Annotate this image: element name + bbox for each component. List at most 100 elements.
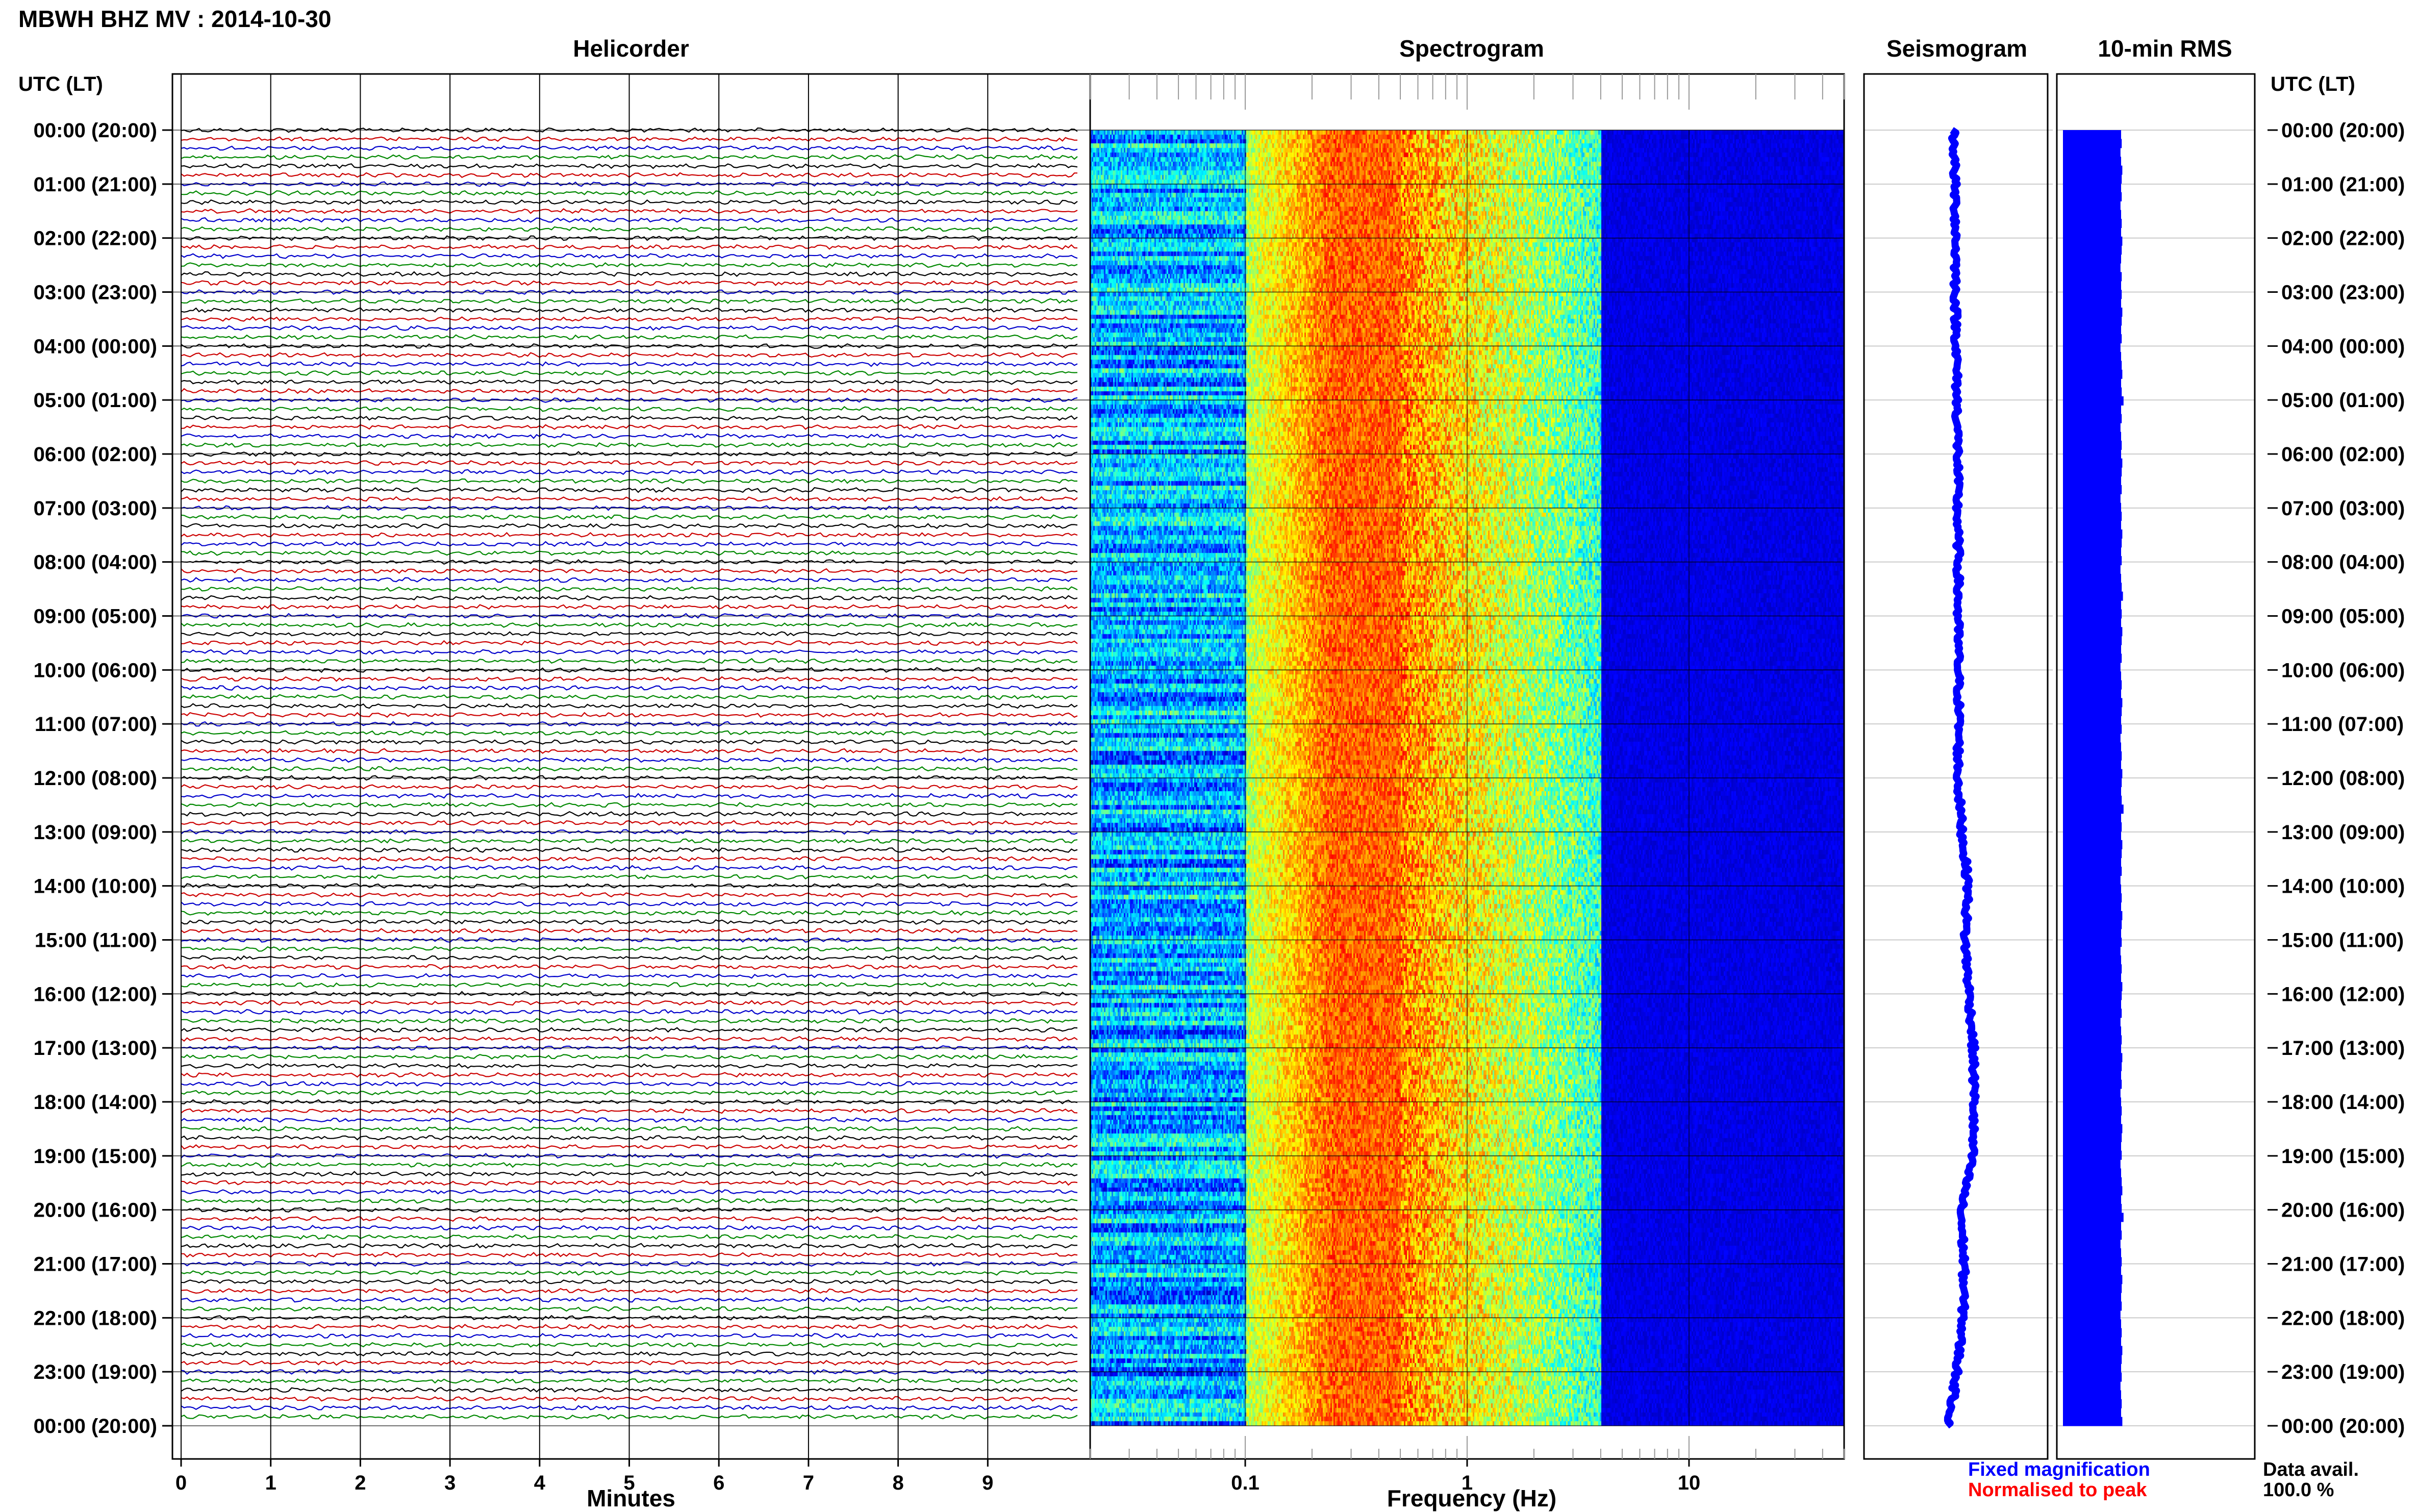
- minute-tick-label: 7: [803, 1472, 814, 1494]
- rms-bar: [2063, 529, 2123, 539]
- rms-bar: [2063, 1213, 2124, 1222]
- rms-bar: [2063, 245, 2122, 255]
- time-label-right: 19:00 (15:00): [2281, 1145, 2405, 1168]
- rms-bar: [2063, 1204, 2122, 1214]
- rms-bar: [2063, 1337, 2121, 1347]
- rms-bar: [2063, 1186, 2123, 1196]
- rms-bar: [2063, 991, 2122, 1000]
- rms-bar: [2063, 636, 2122, 645]
- time-label-right: 20:00 (16:00): [2281, 1199, 2405, 1222]
- time-label-left: 01:00 (21:00): [34, 173, 157, 196]
- rms-bar: [2063, 583, 2122, 592]
- rms-bar: [2063, 698, 2123, 708]
- rms-bar: [2063, 1062, 2122, 1071]
- time-label-left: 00:00 (20:00): [34, 119, 157, 142]
- rms-bar: [2063, 1364, 2121, 1373]
- rms-bar: [2063, 228, 2121, 237]
- rms-bar: [2063, 662, 2121, 672]
- rms-bar: [2063, 1257, 2122, 1267]
- rms-bar: [2063, 343, 2121, 352]
- time-label-left: 18:00 (14:00): [34, 1091, 157, 1114]
- time-label-left: 14:00 (10:00): [34, 875, 157, 898]
- time-label-right: 08:00 (04:00): [2281, 551, 2405, 574]
- rms-bar: [2063, 1417, 2123, 1426]
- rms-bar: [2063, 1035, 2122, 1045]
- rms-bar: [2063, 512, 2122, 521]
- rms-bar: [2063, 476, 2121, 486]
- minute-tick-label: 9: [982, 1472, 993, 1494]
- rms-bar: [2063, 1115, 2121, 1125]
- left-axis-label: UTC (LT): [18, 73, 103, 95]
- rms-bar: [2063, 1053, 2123, 1063]
- time-label-left: 03:00 (23:00): [34, 282, 157, 304]
- time-label-left: 13:00 (09:00): [34, 821, 157, 844]
- rms-bar: [2063, 379, 2121, 388]
- data-availability-value: 100.0 %: [2263, 1479, 2334, 1501]
- rms-bar: [2063, 716, 2121, 725]
- seismogram-frame: [1863, 73, 2049, 1460]
- time-label-left: 12:00 (08:00): [34, 767, 157, 790]
- time-label-left: 15:00 (11:00): [35, 929, 157, 952]
- rms-bar: [2063, 866, 2122, 876]
- rms-bar: [2063, 1168, 2121, 1178]
- rms-bar: [2063, 1408, 2121, 1418]
- rms-bar: [2063, 414, 2122, 423]
- rms-bar: [2063, 1346, 2123, 1355]
- rms-bar: [2063, 1301, 2122, 1311]
- rms-bar: [2063, 174, 2122, 184]
- minutes-axis-label: Minutes: [587, 1485, 675, 1511]
- rms-bar: [2063, 787, 2121, 796]
- time-label-right: 02:00 (22:00): [2281, 228, 2405, 250]
- rms-bar: [2063, 263, 2121, 272]
- rms-bar: [2063, 1177, 2122, 1187]
- minute-tick-label: 2: [355, 1472, 366, 1494]
- time-label-left: 20:00 (16:00): [34, 1199, 157, 1222]
- rms-bar: [2063, 281, 2121, 290]
- rms-bar: [2063, 1381, 2121, 1391]
- rms-bar: [2063, 955, 2121, 965]
- rms-bar: [2063, 502, 2121, 512]
- rms-bar: [2063, 1310, 2121, 1320]
- rms-bar: [2063, 707, 2122, 716]
- rms-frame: [2056, 73, 2256, 1460]
- time-label-left: 10:00 (06:00): [34, 659, 157, 682]
- rms-bar: [2063, 1372, 2122, 1382]
- minute-tick-label: 4: [534, 1472, 546, 1494]
- legend-normalised-to-peak: Normalised to peak: [1968, 1479, 2147, 1501]
- rms-bar: [2063, 920, 2122, 929]
- rms-bar: [2063, 1319, 2121, 1329]
- rms-bar: [2063, 218, 2122, 228]
- rms-bar: [2063, 440, 2122, 450]
- rms-bar: [2063, 902, 2121, 912]
- rms-bar: [2063, 928, 2121, 938]
- rms-bar: [2063, 1221, 2121, 1231]
- rms-bar: [2063, 1239, 2121, 1249]
- rms-bar: [2063, 1088, 2121, 1098]
- rms-bar: [2063, 405, 2121, 415]
- data-availability-label: Data avail.: [2263, 1459, 2359, 1480]
- rms-bar: [2063, 618, 2121, 627]
- rms-bar: [2063, 600, 2121, 610]
- rms-bar: [2063, 130, 2121, 139]
- minute-tick-label: 6: [713, 1472, 724, 1494]
- rms-bar: [2063, 689, 2121, 699]
- rms-bar: [2063, 1248, 2121, 1258]
- rms-bar: [2063, 858, 2121, 867]
- rms-bar: [2063, 609, 2122, 619]
- rms-bar: [2063, 272, 2122, 282]
- rms-bar: [2063, 254, 2121, 264]
- rms-bar: [2063, 565, 2121, 574]
- rms-bar: [2063, 423, 2121, 433]
- rms-bar: [2063, 1266, 2121, 1275]
- rms-bar: [2063, 1390, 2121, 1400]
- rms-bar: [2063, 680, 2122, 690]
- rms-bar: [2063, 1230, 2122, 1240]
- frequency-axis-label: Frequency (Hz): [1387, 1485, 1557, 1511]
- rms-bar: [2063, 396, 2124, 406]
- rms-bar: [2063, 334, 2122, 344]
- rms-bar: [2063, 1293, 2121, 1302]
- legend-fixed-magnification: Fixed magnification: [1968, 1459, 2150, 1480]
- time-label-right: 07:00 (03:00): [2281, 497, 2405, 520]
- rms-bar: [2063, 494, 2121, 503]
